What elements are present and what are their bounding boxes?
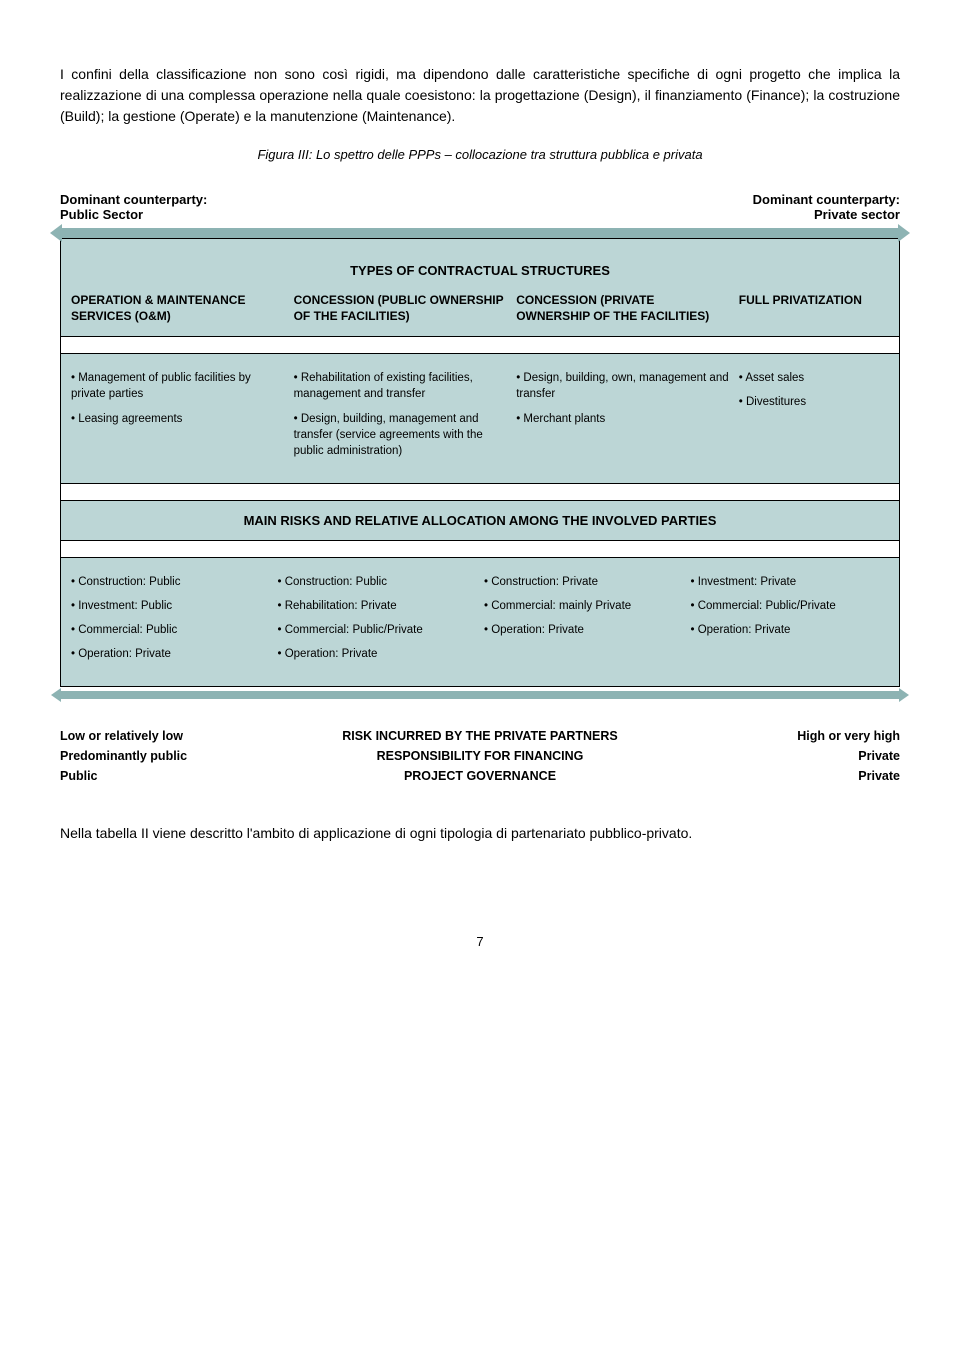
risks-columns: • Construction: Public • Investment: Pub… xyxy=(71,574,889,670)
types-columns: OPERATION & MAINTENANCE SERVICES (O&M) C… xyxy=(71,292,889,324)
sub-columns: • Management of public facilities by pri… xyxy=(71,370,889,466)
types-title: TYPES OF CONTRACTUAL STRUCTURES xyxy=(71,263,889,278)
risks-title: MAIN RISKS AND RELATIVE ALLOCATION AMONG… xyxy=(71,513,889,528)
sub-box: • Management of public facilities by pri… xyxy=(60,353,900,483)
risk-col-1: • Construction: Public • Investment: Pub… xyxy=(71,574,270,670)
top-arrow-bar xyxy=(60,228,900,238)
sub-col-1: • Management of public facilities by pri… xyxy=(71,370,286,466)
sub-col-2: • Rehabilitation of existing facilities,… xyxy=(294,370,509,466)
figure-caption: Figura III: Lo spettro delle PPPs – coll… xyxy=(60,147,900,162)
counterparty-right: Dominant counterparty: Private sector xyxy=(753,192,900,222)
footer-row-2: Predominantly public RESPONSIBILITY FOR … xyxy=(60,749,900,763)
footer-row-1: Low or relatively low RISK INCURRED BY T… xyxy=(60,729,900,743)
types-box: TYPES OF CONTRACTUAL STRUCTURES OPERATIO… xyxy=(60,238,900,337)
sub-col-3: • Design, building, own, management and … xyxy=(516,370,731,466)
col-om: OPERATION & MAINTENANCE SERVICES (O&M) xyxy=(71,292,286,324)
footer-row-3: Public PROJECT GOVERNANCE Private xyxy=(60,769,900,783)
counterparty-row: Dominant counterparty: Public Sector Dom… xyxy=(60,192,900,222)
risk-col-3: • Construction: Private • Commercial: ma… xyxy=(484,574,683,670)
gap-2 xyxy=(60,484,900,500)
risks-title-box: MAIN RISKS AND RELATIVE ALLOCATION AMONG… xyxy=(60,500,900,541)
page-number: 7 xyxy=(60,934,900,949)
gap-3 xyxy=(60,541,900,557)
intro-paragraph: I confini della classificazione non sono… xyxy=(60,64,900,127)
counterparty-left: Dominant counterparty: Public Sector xyxy=(60,192,207,222)
footer-block: Low or relatively low RISK INCURRED BY T… xyxy=(60,729,900,783)
risk-col-2: • Construction: Public • Rehabilitation:… xyxy=(278,574,477,670)
bottom-arrow-bar xyxy=(60,691,900,699)
sub-col-4: • Asset sales • Divestitures xyxy=(739,370,889,466)
col-full-privatization: FULL PRIVATIZATION xyxy=(739,292,889,324)
col-concession-public: CONCESSION (PUBLIC OWNERSHIP OF THE FACI… xyxy=(294,292,509,324)
gap-1 xyxy=(60,337,900,353)
risks-box: • Construction: Public • Investment: Pub… xyxy=(60,557,900,687)
risk-col-4: • Investment: Private • Commercial: Publ… xyxy=(691,574,890,670)
outro-paragraph: Nella tabella II viene descritto l'ambit… xyxy=(60,823,900,844)
col-concession-private: CONCESSION (PRIVATE OWNERSHIP OF THE FAC… xyxy=(516,292,731,324)
